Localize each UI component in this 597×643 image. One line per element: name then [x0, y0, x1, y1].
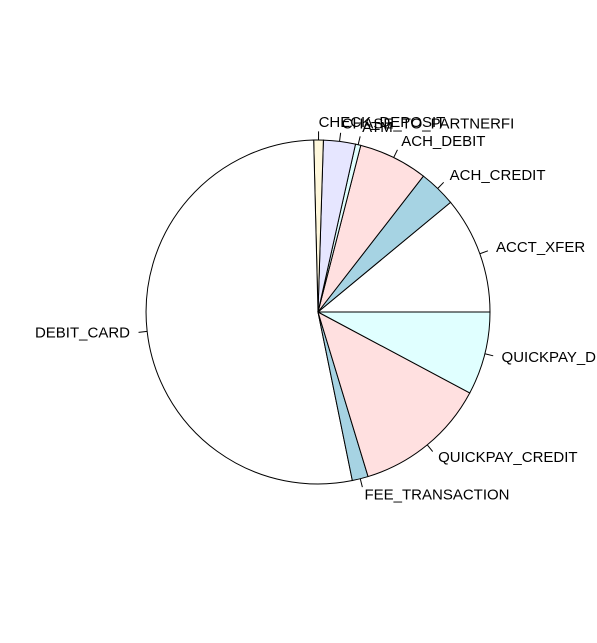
slice-label-quickpay-credit: QUICKPAY_CREDIT	[438, 449, 577, 466]
label-tick-quickpay-debit	[484, 353, 494, 357]
labels-layer: ACCT_XFER ACH_CREDIT ACH_DEBIT ATMCHASE_TO_…	[35, 114, 597, 504]
slice-label-ach-credit: ACH_CREDIT	[450, 167, 546, 184]
label-tick-quickpay-credit	[426, 444, 434, 452]
pie-slice-debit-card	[145, 139, 353, 485]
slice-label-acct-xfer: ACCT_XFER	[496, 239, 585, 256]
pie-slice-quickpay-debit	[317, 311, 491, 394]
slice-label-atm: ATM	[362, 119, 393, 136]
slice-label-debit-card: DEBIT_CARD	[35, 324, 130, 341]
pie-slice-acct-xfer	[316, 201, 491, 313]
label-tick-atm	[357, 136, 361, 145]
label-tick-debit-card	[138, 330, 148, 333]
slice-label-check-deposit: CHECK_DEPOSIT	[319, 114, 446, 131]
label-tick-ach-debit	[393, 149, 398, 158]
label-tick-fee-transaction	[359, 478, 363, 488]
label-tick-chase-to-partnerfi	[339, 132, 342, 142]
slice-label-quickpay-debit: QUICKPAY_DEBIT	[502, 349, 597, 366]
slice-label-fee-transaction: FEE_TRANSACTION	[364, 486, 509, 503]
slice-label-ach-debit: ACH_DEBIT	[401, 133, 485, 150]
slices-layer	[145, 139, 491, 485]
pie-slice-quickpay-credit	[317, 310, 471, 478]
slice-label-chase-to-partnerfi: CHASE_TO_PARTNERFI	[342, 115, 515, 132]
label-tick-ach-credit	[437, 181, 445, 189]
label-ticks-layer	[138, 131, 494, 488]
label-tick-acct-xfer	[479, 250, 489, 255]
